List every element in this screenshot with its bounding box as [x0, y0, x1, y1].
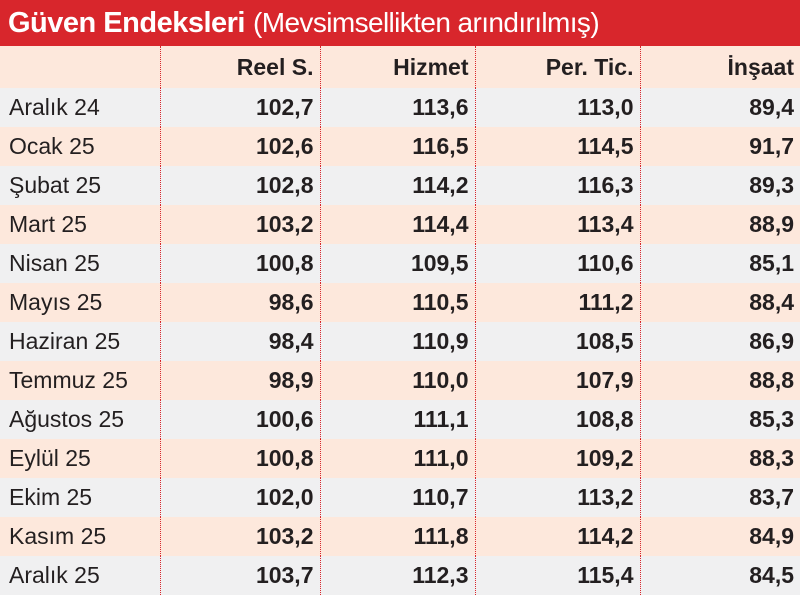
title-bar: Güven Endeksleri (Mevsimsellikten arındı…: [0, 0, 800, 46]
insaat-cell: 88,9: [639, 205, 800, 244]
column-header-hizmet: Hizmet: [319, 46, 475, 88]
table-row: Nisan 25 100,8 109,5 110,6 85,1: [0, 244, 800, 283]
column-header-reel-sektor: Reel S.: [159, 46, 320, 88]
reel-sektor-cell: 98,6: [159, 283, 320, 322]
reel-sektor-cell: 102,8: [159, 166, 320, 205]
hizmet-cell: 110,0: [319, 361, 475, 400]
period-cell: Şubat 25: [9, 172, 102, 198]
period-cell: Ekim 25: [9, 484, 93, 510]
period-cell: Temmuz 25: [9, 367, 128, 393]
reel-sektor-cell: 103,2: [159, 205, 320, 244]
perakende-cell: 108,5: [474, 322, 640, 361]
insaat-cell: 84,5: [639, 556, 800, 595]
insaat-cell: 85,3: [639, 400, 800, 439]
perakende-cell: 114,2: [474, 517, 640, 556]
table-row: Eylül 25 100,8 111,0 109,2 88,3: [0, 439, 800, 478]
column-header-perakende: Per. Tic.: [474, 46, 640, 88]
hizmet-cell: 110,7: [319, 478, 475, 517]
perakende-cell: 108,8: [474, 400, 640, 439]
table-row: Aralık 24 102,7 113,6 113,0 89,4: [0, 88, 800, 127]
column-header-period: [0, 46, 160, 88]
perakende-cell: 115,4: [474, 556, 640, 595]
perakende-cell: 116,3: [474, 166, 640, 205]
hizmet-cell: 111,1: [319, 400, 475, 439]
chart-title: Güven Endeksleri: [8, 6, 246, 39]
insaat-cell: 88,4: [639, 283, 800, 322]
table-row: Ocak 25 102,6 116,5 114,5 91,7: [0, 127, 800, 166]
perakende-cell: 111,2: [474, 283, 640, 322]
insaat-cell: 88,8: [639, 361, 800, 400]
table-row: Haziran 25 98,4 110,9 108,5 86,9: [0, 322, 800, 361]
reel-sektor-cell: 103,7: [159, 556, 320, 595]
table-row: Mayıs 25 98,6 110,5 111,2 88,4: [0, 283, 800, 322]
hizmet-cell: 110,5: [319, 283, 475, 322]
reel-sektor-cell: 100,6: [159, 400, 320, 439]
insaat-cell: 91,7: [639, 127, 800, 166]
confidence-index-table: Reel S. Hizmet Per. Tic. İnşaat Aralık 2…: [0, 46, 800, 595]
table-row: Ekim 25 102,0 110,7 113,2 83,7: [0, 478, 800, 517]
header-row: Reel S. Hizmet Per. Tic. İnşaat: [0, 46, 800, 88]
insaat-cell: 89,3: [639, 166, 800, 205]
table-row: Kasım 25 103,2 111,8 114,2 84,9: [0, 517, 800, 556]
hizmet-cell: 111,8: [319, 517, 475, 556]
period-cell: Eylül 25: [9, 445, 91, 471]
insaat-cell: 89,4: [639, 88, 800, 127]
hizmet-cell: 114,4: [319, 205, 475, 244]
period-cell: Ağustos 25: [9, 406, 125, 432]
period-cell: Aralık 25: [9, 562, 100, 588]
hizmet-cell: 116,5: [319, 127, 475, 166]
insaat-cell: 85,1: [639, 244, 800, 283]
column-header-insaat: İnşaat: [639, 46, 800, 88]
reel-sektor-cell: 98,4: [159, 322, 320, 361]
period-cell: Haziran 25: [9, 328, 121, 354]
period-cell: Nisan 25: [9, 250, 100, 276]
reel-sektor-cell: 100,8: [159, 244, 320, 283]
insaat-cell: 88,3: [639, 439, 800, 478]
reel-sektor-cell: 102,7: [159, 88, 320, 127]
hizmet-cell: 112,3: [319, 556, 475, 595]
insaat-cell: 84,9: [639, 517, 800, 556]
hizmet-cell: 111,0: [319, 439, 475, 478]
insaat-cell: 86,9: [639, 322, 800, 361]
perakende-cell: 114,5: [474, 127, 640, 166]
perakende-cell: 109,2: [474, 439, 640, 478]
insaat-cell: 83,7: [639, 478, 800, 517]
reel-sektor-cell: 102,0: [159, 478, 320, 517]
hizmet-cell: 114,2: [319, 166, 475, 205]
table-row: Temmuz 25 98,9 110,0 107,9 88,8: [0, 361, 800, 400]
period-cell: Kasım 25: [9, 523, 107, 549]
hizmet-cell: 113,6: [319, 88, 475, 127]
perakende-cell: 110,6: [474, 244, 640, 283]
table-row: Mart 25 103,2 114,4 113,4 88,9: [0, 205, 800, 244]
hizmet-cell: 109,5: [319, 244, 475, 283]
chart-subtitle: (Mevsimsellikten arındırılmış): [253, 7, 600, 38]
table-row: Şubat 25 102,8 114,2 116,3 89,3: [0, 166, 800, 205]
table-body: Aralık 24 102,7 113,6 113,0 89,4 Ocak 25 102,6…: [0, 88, 800, 595]
period-cell: Mart 25: [9, 211, 87, 237]
period-cell: Ocak 25: [9, 133, 95, 159]
table-row: Aralık 25 103,7 112,3 115,4 84,5: [0, 556, 800, 595]
period-cell: Mayıs 25: [9, 289, 103, 315]
perakende-cell: 113,2: [474, 478, 640, 517]
perakende-cell: 107,9: [474, 361, 640, 400]
reel-sektor-cell: 102,6: [159, 127, 320, 166]
period-cell: Aralık 24: [9, 94, 100, 120]
table-row: Ağustos 25 100,6 111,1 108,8 85,3: [0, 400, 800, 439]
perakende-cell: 113,4: [474, 205, 640, 244]
perakende-cell: 113,0: [474, 88, 640, 127]
reel-sektor-cell: 100,8: [159, 439, 320, 478]
reel-sektor-cell: 103,2: [159, 517, 320, 556]
hizmet-cell: 110,9: [319, 322, 475, 361]
reel-sektor-cell: 98,9: [159, 361, 320, 400]
